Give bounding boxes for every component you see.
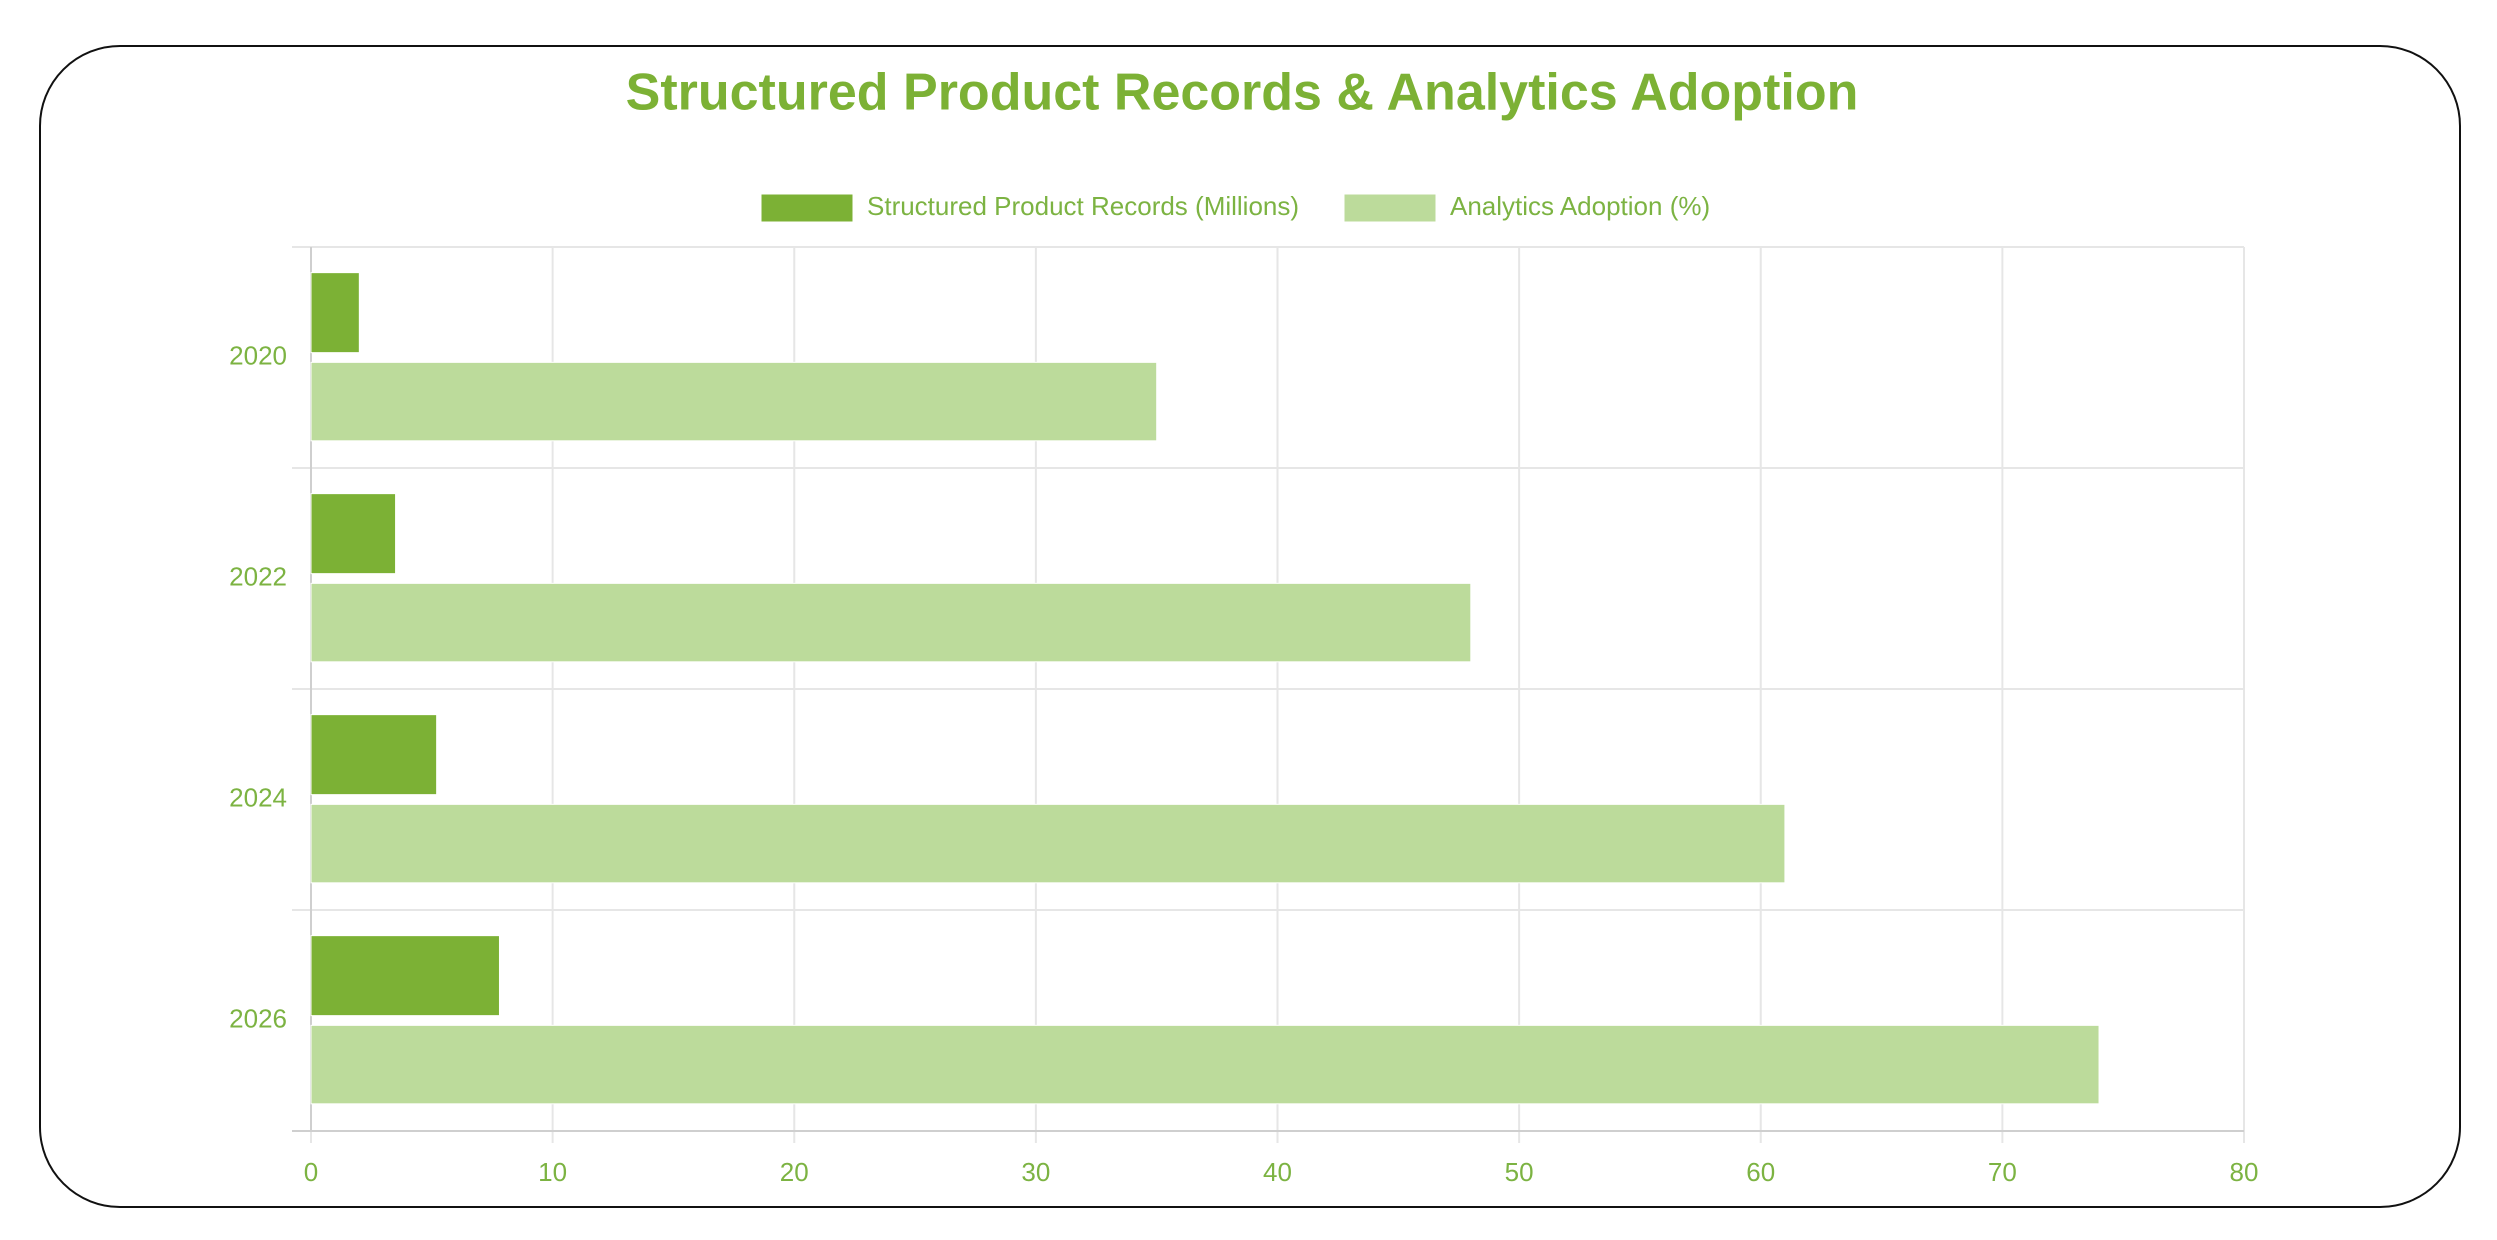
bar <box>310 272 360 354</box>
chart-title: Structured Product Records & Analytics A… <box>626 64 1859 122</box>
bar <box>310 582 1472 663</box>
x-tick-label: 80 <box>2230 1157 2259 1187</box>
y-tick-label: 2026 <box>229 1003 287 1033</box>
x-tick-label: 10 <box>538 1157 567 1187</box>
x-tick-label: 50 <box>1505 1157 1534 1187</box>
x-tick-label: 20 <box>780 1157 809 1187</box>
x-tick-label: 70 <box>1988 1157 2017 1187</box>
x-tick-label: 30 <box>1021 1157 1050 1187</box>
legend-label: Analytics Adoption (%) <box>1450 191 1710 221</box>
y-tick-label: 2022 <box>229 561 287 591</box>
y-tick-label: 2020 <box>229 340 287 370</box>
legend-swatch <box>760 193 854 223</box>
bar <box>310 803 1786 884</box>
legend-swatch <box>1343 193 1437 223</box>
bar <box>310 935 500 1017</box>
bar <box>310 714 438 796</box>
x-tick-label: 40 <box>1263 1157 1292 1187</box>
x-tick-label: 0 <box>304 1157 318 1187</box>
y-tick-label: 2024 <box>229 782 287 812</box>
x-tick-label: 60 <box>1746 1157 1775 1187</box>
bar <box>310 493 397 575</box>
bar <box>310 1024 2100 1105</box>
legend-label: Structured Product Records (Millions) <box>867 191 1299 221</box>
bar <box>310 361 1158 442</box>
